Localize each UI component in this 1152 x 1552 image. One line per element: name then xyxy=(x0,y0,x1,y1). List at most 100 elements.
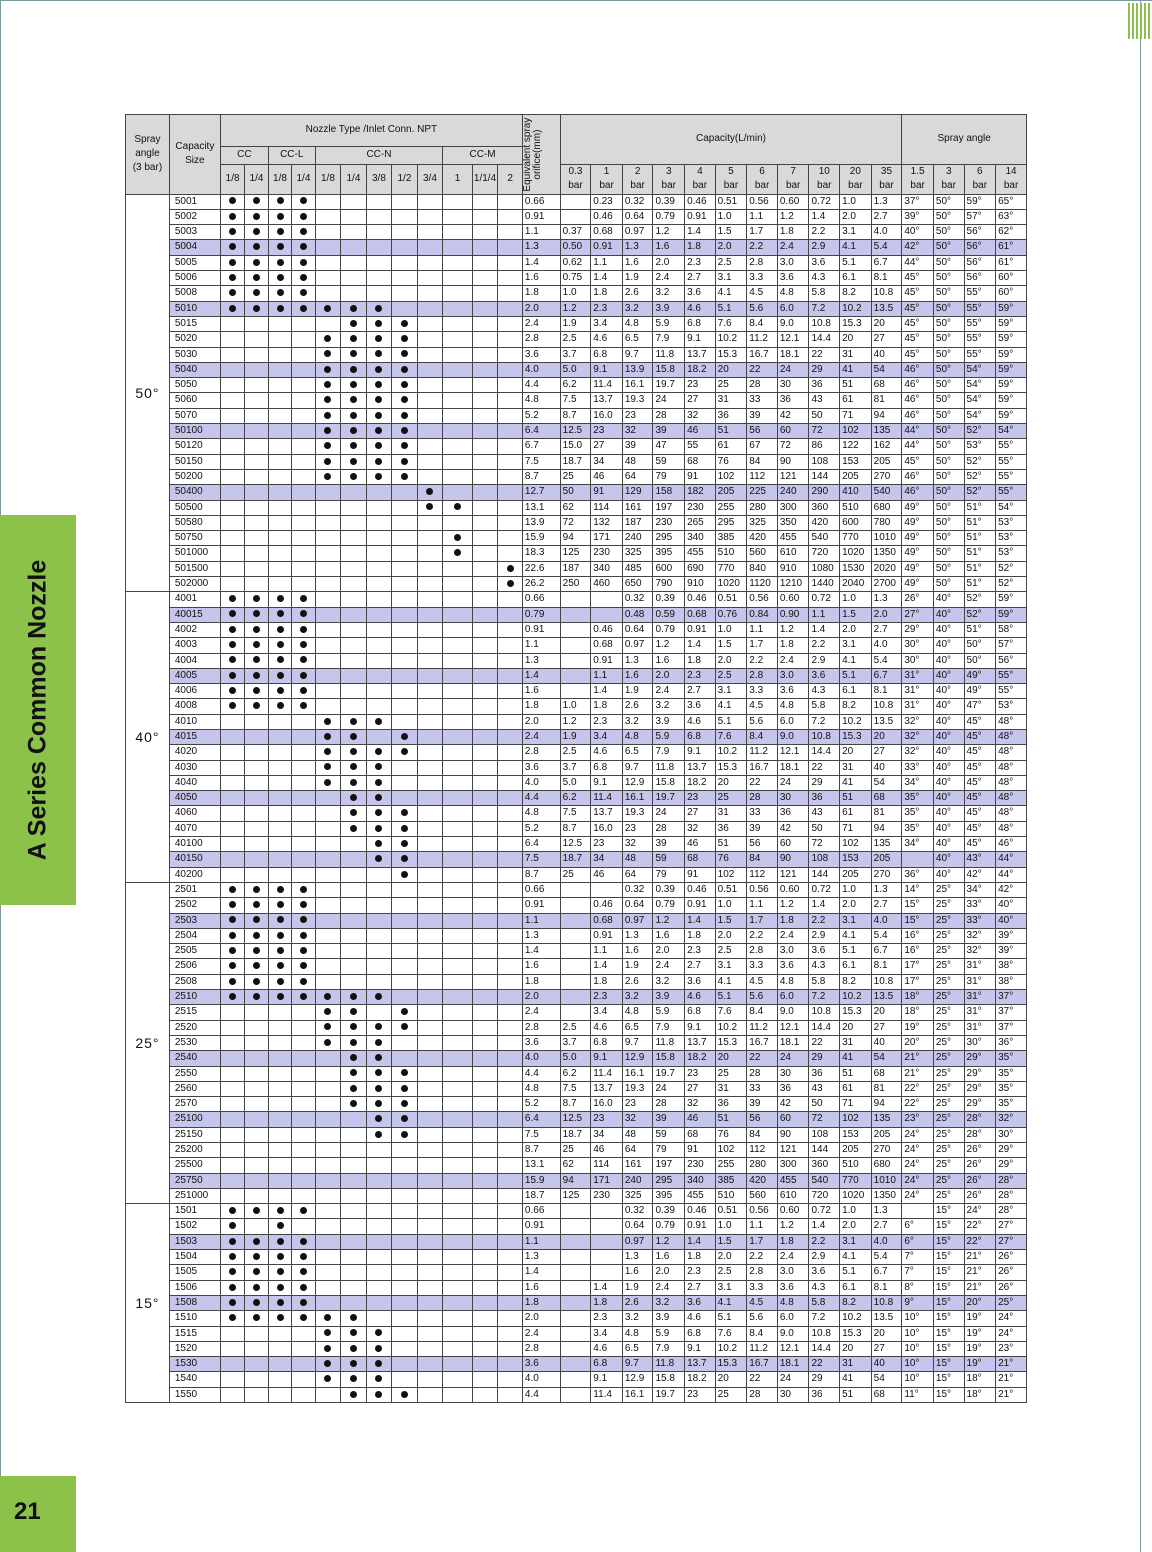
availability-cell xyxy=(416,1203,444,1220)
availability-cell xyxy=(314,1034,342,1052)
capacity-cell: 205 xyxy=(839,866,872,883)
availability-cell xyxy=(416,270,444,287)
availability-cell xyxy=(365,1096,393,1113)
capacity-cell: 1.1 xyxy=(808,606,841,623)
availability-cell xyxy=(365,1340,393,1358)
availability-cell xyxy=(219,1141,246,1159)
availability-dot xyxy=(299,641,307,649)
capacity-cell: 68 xyxy=(870,377,903,394)
capacity-cell xyxy=(590,1264,623,1281)
availability-cell xyxy=(391,1141,418,1159)
availability-dot xyxy=(324,1375,332,1383)
spray-angle-cell: 40° xyxy=(901,224,934,241)
capacity-cell: 1010 xyxy=(870,530,903,547)
capacity-cell: 4.8 xyxy=(621,1004,654,1021)
capacity-cell: 1.4 xyxy=(590,1279,623,1296)
capacity-cell: 290 xyxy=(808,484,841,501)
availability-dot xyxy=(400,472,408,480)
availability-cell xyxy=(365,1080,393,1098)
capacity-cell: 1.6 xyxy=(652,927,686,945)
capacity-cell: 16.0 xyxy=(590,820,623,838)
availability-cell xyxy=(244,728,269,746)
availability-cell xyxy=(219,774,246,792)
capacity-cell xyxy=(559,1386,592,1404)
orifice-cell: 2.4 xyxy=(521,728,561,746)
availability-cell xyxy=(244,576,269,593)
availability-cell xyxy=(416,1080,444,1098)
capacity-cell xyxy=(590,606,623,623)
availability-cell xyxy=(442,468,473,486)
availability-cell xyxy=(442,759,473,776)
availability-cell xyxy=(471,254,499,272)
availability-cell xyxy=(219,1249,246,1266)
capacity-cell: 1.0 xyxy=(839,1203,872,1220)
availability-cell xyxy=(442,377,473,394)
capacity-cell: 1.7 xyxy=(746,912,778,929)
availability-cell xyxy=(497,851,523,868)
capacity-cell: 2700 xyxy=(870,576,903,593)
availability-cell xyxy=(219,790,246,807)
capacity-cell: 76 xyxy=(714,851,748,868)
capacity-cell: 11.8 xyxy=(652,1356,686,1373)
capacity-cell: 67 xyxy=(746,438,778,455)
capacity-cell: 144 xyxy=(808,468,841,486)
availability-dot xyxy=(229,702,237,710)
capacity-size-cell: 4040 xyxy=(168,774,221,792)
capacity-cell: 300 xyxy=(776,499,810,516)
availability-cell xyxy=(314,774,342,792)
capacity-cell: 1.6 xyxy=(621,1264,654,1281)
capacity-cell: 32 xyxy=(621,836,654,853)
table-row: 502000 26.2 250 460 650 790 910 1020 1120 1210 144… xyxy=(126,576,1027,593)
capacity-cell: 94 xyxy=(870,1096,903,1113)
capacity-cell: 9.7 xyxy=(621,759,654,776)
capacity-cell: 5.8 xyxy=(808,973,841,991)
availability-dot xyxy=(375,1084,383,1092)
capacity-cell: 3.6 xyxy=(776,1279,810,1296)
availability-dot xyxy=(229,885,237,893)
capacity-cell: 385 xyxy=(714,1172,748,1189)
capacity-cell xyxy=(559,1004,592,1021)
availability-cell xyxy=(391,912,418,929)
capacity-cell: 4.0 xyxy=(870,224,903,241)
capacity-cell: 1.8 xyxy=(776,224,810,241)
capacity-cell: 90 xyxy=(776,1126,810,1144)
availability-dot xyxy=(349,1390,357,1398)
spray-angle-cell: 21° xyxy=(995,1371,1027,1388)
capacity-cell: 340 xyxy=(684,530,716,547)
capacity-cell: 51 xyxy=(714,1111,748,1128)
availability-cell xyxy=(291,958,316,975)
availability-cell xyxy=(340,1233,367,1251)
availability-cell xyxy=(314,836,342,853)
availability-cell xyxy=(365,1264,393,1281)
capacity-size-cell: 1540 xyxy=(168,1371,221,1388)
availability-cell xyxy=(365,1203,393,1220)
spray-angle-cell: 52° xyxy=(963,468,997,486)
availability-cell xyxy=(416,530,444,547)
spray-angle-cell: 22° xyxy=(901,1096,934,1113)
capacity-cell: 6.1 xyxy=(839,270,872,287)
availability-dot xyxy=(299,1298,307,1306)
availability-dot xyxy=(349,1054,357,1062)
header-conn-size: 3/8 xyxy=(365,164,393,195)
capacity-cell: 20 xyxy=(714,1371,748,1388)
availability-cell xyxy=(219,591,246,608)
capacity-cell: 2.5 xyxy=(559,744,592,761)
capacity-size-cell: 5004 xyxy=(168,239,221,256)
availability-dot xyxy=(400,732,408,740)
capacity-cell: 3.2 xyxy=(652,1294,686,1312)
availability-cell xyxy=(365,346,393,363)
capacity-cell: 108 xyxy=(808,851,841,868)
availability-cell xyxy=(497,346,523,363)
availability-dot xyxy=(324,778,332,786)
availability-dot xyxy=(253,625,261,633)
availability-cell xyxy=(442,453,473,470)
capacity-cell: 18.2 xyxy=(684,361,716,379)
header-conn-size: 1/4 xyxy=(340,164,367,195)
capacity-cell: 1120 xyxy=(746,576,778,593)
capacity-cell: 0.56 xyxy=(746,591,778,608)
availability-cell xyxy=(497,392,523,409)
capacity-cell: 6.8 xyxy=(684,315,716,333)
spray-angle-cell: 15° xyxy=(932,1233,965,1251)
spray-angle-cell: 30° xyxy=(901,637,934,654)
availability-cell xyxy=(471,1279,499,1296)
